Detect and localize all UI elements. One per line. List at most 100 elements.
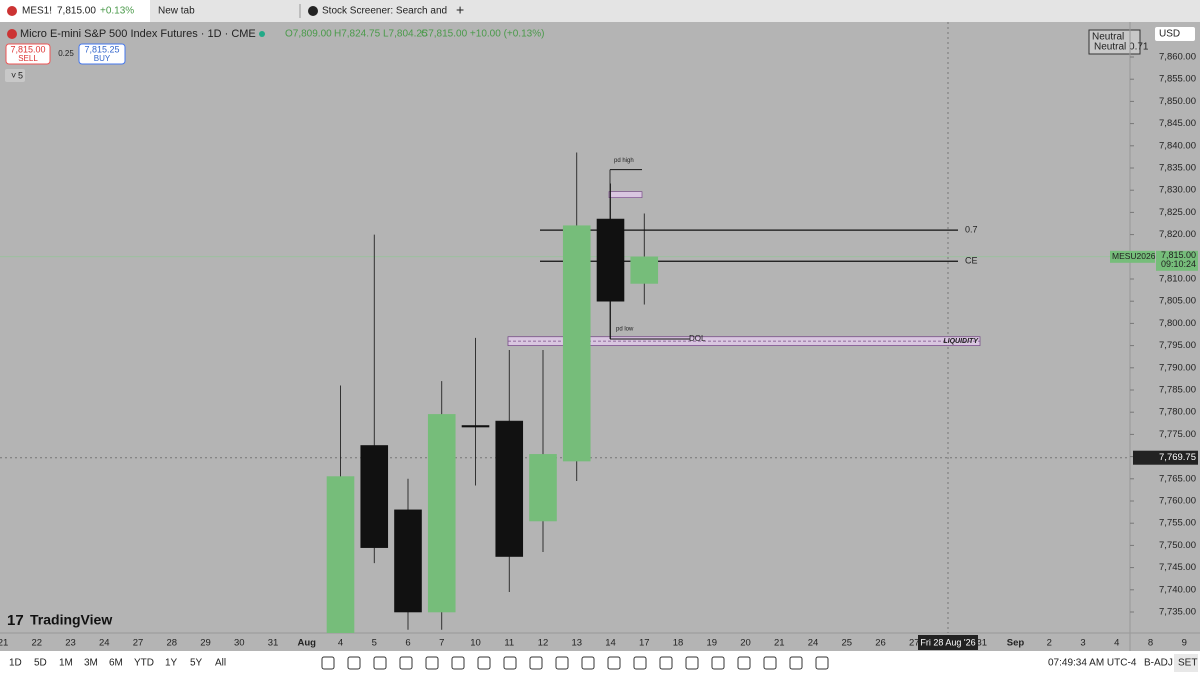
x-tick-label: Sep xyxy=(1007,638,1025,649)
session-button[interactable] xyxy=(1174,654,1198,672)
crosshair-date-label: Fri 28 Aug '26 xyxy=(920,637,975,647)
y-tick-label: 7,830.00 xyxy=(1159,185,1196,196)
y-tick-label: 7,750.00 xyxy=(1159,540,1196,551)
x-tick-label: 27 xyxy=(909,638,920,649)
x-tick-label: 11 xyxy=(504,638,514,649)
x-tick-label: 6 xyxy=(405,638,410,649)
status-dot xyxy=(259,31,265,37)
timeframe[interactable]: 1D xyxy=(9,658,22,669)
tool-icon[interactable] xyxy=(347,656,361,670)
y-tick-label: 7,745.00 xyxy=(1159,562,1196,573)
timeframe[interactable]: YTD xyxy=(134,658,154,669)
x-tick-label: 31 xyxy=(268,638,279,649)
tool-icon[interactable] xyxy=(815,656,829,670)
x-tick-label: 23 xyxy=(65,638,76,649)
timeframe[interactable]: 5Y xyxy=(190,658,203,669)
contract-box xyxy=(1110,250,1155,263)
session[interactable]: SET xyxy=(1178,658,1197,669)
x-tick-label: Aug xyxy=(298,638,317,649)
sell-button[interactable] xyxy=(5,43,51,65)
tab-title: MES1! xyxy=(22,6,52,17)
tool-icon[interactable] xyxy=(763,656,777,670)
y-tick-label: 7,795.00 xyxy=(1159,340,1196,351)
y-tick-label: 7,780.00 xyxy=(1159,407,1196,418)
x-tick-label: 24 xyxy=(808,638,819,649)
logo: TradingView xyxy=(30,612,112,628)
tab-title[interactable]: Stock Screener: Search and xyxy=(322,6,447,17)
timeframe[interactable]: All xyxy=(215,658,226,669)
sell-label[interactable]: SELL xyxy=(18,54,38,63)
x-tick-label: 2 xyxy=(1047,638,1052,649)
tool-icon[interactable] xyxy=(373,656,387,670)
buy-price[interactable]: 7,815.25 xyxy=(84,44,119,54)
x-tick-label: 28 xyxy=(166,638,177,649)
x-tick-label: 26 xyxy=(875,638,886,649)
currency[interactable]: USD xyxy=(1159,29,1180,40)
tool-icon[interactable] xyxy=(659,656,673,670)
y-tick-label: 7,860.00 xyxy=(1159,52,1196,63)
tool-icon[interactable] xyxy=(399,656,413,670)
x-tick-label: 13 xyxy=(571,638,582,649)
tool-icon[interactable] xyxy=(789,656,803,670)
y-tick-label: 7,820.00 xyxy=(1159,229,1196,240)
x-tick-label: 17 xyxy=(639,638,650,649)
x-tick-label: 3 xyxy=(1080,638,1085,649)
sell-price[interactable]: 7,815.00 xyxy=(10,44,45,54)
tab-title[interactable]: New tab xyxy=(158,6,195,17)
ohlc-close: C7,815.00 +10.00 (+0.13%) xyxy=(421,29,544,40)
new-tab-button[interactable]: + xyxy=(456,2,464,18)
adjustment[interactable]: B-ADJ xyxy=(1144,658,1173,669)
buy-label[interactable]: BUY xyxy=(94,54,111,63)
tool-icon[interactable] xyxy=(425,656,439,670)
tool-icon[interactable] xyxy=(607,656,621,670)
x-tick-label: 24 xyxy=(99,638,110,649)
x-tick-label: 19 xyxy=(706,638,717,649)
tool-icon[interactable] xyxy=(529,656,543,670)
timeframe[interactable]: 3M xyxy=(84,658,98,669)
candle-body xyxy=(326,476,355,633)
crosshair-price-label: 7,769.75 xyxy=(1159,452,1196,463)
contract-label: MESU2026 xyxy=(1112,251,1156,261)
flag-icon xyxy=(7,6,17,16)
candle-body xyxy=(360,445,389,548)
tool-icon[interactable] xyxy=(711,656,725,670)
logo-mark: 17 xyxy=(7,612,24,629)
timeframe[interactable]: 6M xyxy=(109,658,123,669)
neutral-value: Neutral 0.71 xyxy=(1094,42,1149,53)
candle-body xyxy=(529,454,557,522)
crosshair-price-box xyxy=(1133,450,1198,465)
y-tick-label: 7,755.00 xyxy=(1159,518,1196,529)
tool-icon[interactable] xyxy=(477,656,491,670)
x-tick-label: 4 xyxy=(1114,638,1119,649)
y-tick-label: 7,740.00 xyxy=(1159,584,1196,595)
y-tick-label: 7,735.00 xyxy=(1159,607,1196,618)
tool-icon[interactable] xyxy=(581,656,595,670)
candle-body xyxy=(596,218,625,302)
tool-icon[interactable] xyxy=(503,656,517,670)
y-tick-label: 7,775.00 xyxy=(1159,429,1196,440)
indicator-count: 5 xyxy=(18,70,23,80)
y-tick-label: 7,800.00 xyxy=(1159,318,1196,329)
tool-icon[interactable] xyxy=(451,656,465,670)
x-tick-label: 12 xyxy=(538,638,549,649)
y-tick-label: 7,840.00 xyxy=(1159,140,1196,151)
timeframe[interactable]: 1Y xyxy=(165,658,178,669)
tool-icon[interactable] xyxy=(737,656,751,670)
indicator-toggle[interactable] xyxy=(5,69,25,82)
tab-active[interactable] xyxy=(0,0,150,22)
tool-icon[interactable] xyxy=(685,656,699,670)
currency-box[interactable] xyxy=(1155,27,1195,41)
timeframe[interactable]: 5D xyxy=(34,658,47,669)
neutral-box xyxy=(1088,29,1141,55)
tool-icon[interactable] xyxy=(633,656,647,670)
y-tick-label: 7,845.00 xyxy=(1159,118,1196,129)
countdown: 09:10:24 xyxy=(1161,259,1196,269)
tool-icon[interactable] xyxy=(555,656,569,670)
buy-button[interactable] xyxy=(78,43,126,65)
x-tick-label: 7 xyxy=(439,638,444,649)
timeframe[interactable]: 1M xyxy=(59,658,73,669)
chevron: ˅ xyxy=(11,70,16,80)
symbol[interactable]: Micro E-mini S&P 500 Index Futures · 1D … xyxy=(20,28,256,40)
dol-label: DOL xyxy=(689,334,706,343)
tool-icon[interactable] xyxy=(321,656,335,670)
